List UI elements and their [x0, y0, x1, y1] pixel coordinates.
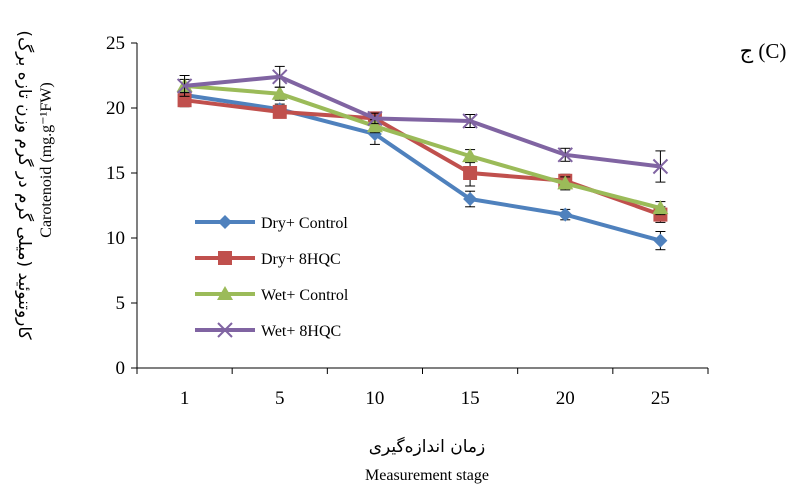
x-tick-label: 5 — [275, 388, 285, 409]
legend-label: Wet+ 8HQC — [261, 323, 341, 340]
marker-stroke — [462, 113, 478, 129]
data-point — [462, 148, 479, 163]
y-tick-label: 5 — [116, 293, 126, 314]
marker-stroke — [652, 158, 669, 175]
data-point — [463, 192, 478, 206]
data-point — [462, 113, 478, 129]
legend: Dry+ Control Dry+ 8HQC Wet+ Control Wet+ 8H… — [195, 215, 349, 340]
marker-stroke — [217, 322, 233, 338]
data-point — [463, 166, 478, 180]
x-tick-label: 25 — [651, 388, 670, 409]
x-tick-label: 20 — [556, 388, 575, 409]
data-point — [367, 110, 383, 127]
data-point — [272, 104, 287, 119]
marker-stroke — [176, 78, 193, 94]
series-line — [184, 83, 661, 211]
y-axis-title-en: Carotenoid (mg.g⁻¹FW) — [38, 82, 55, 237]
data-point — [558, 207, 573, 222]
data-point — [271, 85, 288, 100]
data-point — [557, 147, 573, 163]
data-point — [366, 118, 383, 133]
series-3 — [176, 65, 669, 183]
x-tick-labels: 1 5 10 15 20 25 — [180, 388, 670, 409]
data-point — [176, 78, 193, 94]
x-axis-title: زمان اندازه‌گیری — [369, 436, 486, 457]
x-tick-label: 10 — [365, 388, 384, 409]
marker-stroke — [557, 147, 573, 163]
legend-item: Wet+ Control — [195, 286, 349, 304]
series-line — [184, 93, 661, 243]
y-tick-label: 20 — [106, 98, 125, 119]
data-point — [652, 200, 669, 215]
data-point — [653, 233, 668, 248]
series-line — [184, 74, 661, 169]
y-tick-label: 15 — [106, 163, 125, 184]
legend-item: Dry+ Control — [195, 215, 348, 232]
legend-label: Dry+ Control — [261, 215, 348, 232]
y-axis-title: کاروتنوئید (میلی گرم در گرم وزن تازه برگ… — [14, 30, 35, 340]
series-group — [176, 65, 669, 251]
legend-marker — [218, 251, 232, 265]
data-point — [652, 158, 669, 175]
legend-label: Wet+ Control — [261, 287, 349, 304]
series-0 — [177, 88, 668, 251]
y-tick-label: 10 — [106, 228, 125, 249]
x-axis-title-en: Measurement stage — [365, 467, 489, 484]
y-tick-label: 0 — [116, 358, 126, 379]
legend-marker — [217, 286, 233, 300]
x-tick-label: 15 — [461, 388, 480, 409]
data-point — [557, 175, 574, 190]
marker-stroke — [272, 69, 288, 85]
data-point — [272, 69, 288, 85]
legend-item: Wet+ 8HQC — [195, 322, 341, 340]
panel-label: ج (C) — [740, 39, 787, 64]
chart-axes — [131, 42, 709, 374]
y-tick-label: 25 — [106, 33, 125, 54]
y-tick-labels: 0 5 10 15 20 25 — [106, 33, 125, 379]
legend-marker — [217, 322, 233, 338]
x-tick-label: 1 — [180, 388, 190, 409]
marker-stroke — [367, 110, 383, 127]
legend-marker — [218, 215, 232, 229]
legend-label: Dry+ 8HQC — [261, 251, 341, 268]
legend-item: Dry+ 8HQC — [195, 251, 341, 268]
